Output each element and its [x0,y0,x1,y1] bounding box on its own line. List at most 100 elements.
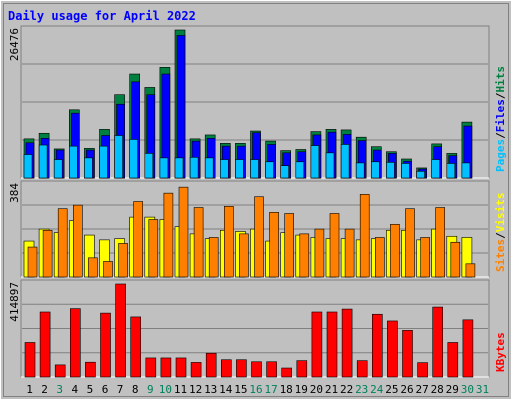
bar-kbytes-day-9 [145,357,157,378]
day-label-16: 16 [249,383,262,396]
bar-sites-day-27 [420,237,430,278]
legend-top-text: Pages/Files/Hits [494,66,507,172]
day-label-30: 30 [461,383,474,396]
bar-kbytes-day-15 [236,359,247,378]
day-label-2: 2 [41,383,48,396]
bar-sites-day-16 [254,196,264,278]
day-label-28: 28 [431,383,444,396]
bar-pages-day-6 [99,145,108,179]
bar-sites-day-17 [269,212,279,278]
bar-pages-day-4 [69,145,78,179]
bar-sites-day-23 [359,194,370,278]
day-label-24: 24 [370,383,384,396]
bar-kbytes-day-14 [221,359,232,378]
day-label-13: 13 [204,383,217,396]
bar-pages-day-2 [38,144,48,179]
bar-pages-day-19 [295,161,305,179]
bar-sites-day-18 [284,213,295,278]
bar-pages-day-14 [220,159,229,179]
bar-pages-day-5 [84,157,93,179]
bar-pages-day-25 [386,162,395,179]
legend-part: / [494,232,507,239]
bar-pages-day-13 [204,157,214,179]
day-label-21: 21 [325,383,338,396]
bar-kbytes-day-12 [190,362,202,378]
bar-sites-day-26 [405,208,415,278]
day-label-12: 12 [189,383,202,396]
bar-pages-day-27 [416,170,425,179]
bar-kbytes-day-1 [24,342,36,378]
bar-sites-day-15 [239,233,249,278]
bar-kbytes-day-8 [130,316,141,378]
hits-files-pages-panel [20,25,490,179]
day-label-29: 29 [446,383,459,396]
bar-kbytes-day-28 [432,306,444,378]
bar-kbytes-day-25 [387,320,398,378]
bar-kbytes-day-22 [341,308,353,378]
day-label-3: 3 [56,383,63,396]
day-label-14: 14 [219,383,233,396]
bar-kbytes-day-19 [296,360,308,378]
bar-pages-day-29 [446,163,456,179]
day-label-15: 15 [234,383,247,396]
visits-sites-panel [20,180,490,278]
bar-sites-day-29 [450,241,461,278]
bar-sites-day-3 [57,208,68,278]
bar-kbytes-day-30 [462,319,474,378]
legend-part: Visits [494,193,507,233]
day-label-31: 31 [476,383,489,396]
bar-pages-day-10 [159,157,169,179]
chart-title: Daily usage for April 2022 [8,9,196,23]
bar-pages-day-3 [53,159,63,179]
legend-part: Pages [494,139,507,172]
bar-kbytes-day-5 [85,361,96,378]
bar-sites-day-1 [27,246,38,278]
day-label-5: 5 [87,383,94,396]
bar-sites-day-8 [133,201,143,278]
bar-pages-day-26 [401,163,410,179]
bar-kbytes-day-7 [115,283,126,378]
day-label-9: 9 [147,383,154,396]
bar-kbytes-day-18 [281,367,293,378]
day-label-18: 18 [280,383,293,396]
bar-pages-day-1 [23,154,33,179]
bar-pages-day-23 [355,162,365,179]
bar-sites-day-7 [118,243,128,278]
legend-mid-text: Sites/Visits [494,193,507,273]
bar-pages-day-28 [431,159,441,179]
day-label-19: 19 [295,383,308,396]
legend-pages-files-hits: Pages/Files/Hits [494,66,507,172]
bar-kbytes-day-6 [100,312,111,378]
legend-part: KBytes [494,332,507,372]
bar-sites-day-13 [208,237,219,278]
bar-kbytes-day-23 [356,360,368,378]
day-label-11: 11 [174,383,187,396]
bar-kbytes-day-29 [447,342,459,378]
bar-sites-day-14 [224,206,234,278]
bar-sites-day-12 [193,207,204,278]
bar-pages-day-17 [265,161,274,179]
bar-pages-day-8 [129,139,138,179]
bar-pages-day-20 [310,145,320,179]
legend-bot-text: KBytes [494,332,507,372]
bar-pages-day-12 [189,157,199,179]
bar-sites-day-11 [178,186,189,278]
day-label-26: 26 [400,383,413,396]
day-label-22: 22 [340,383,353,396]
bar-kbytes-day-26 [402,330,413,378]
bar-pages-day-21 [325,152,335,179]
bar-sites-day-24 [374,237,385,278]
bar-kbytes-day-21 [326,311,338,378]
x-axis-day-labels: 1 2 3 4 5 6 7 8 9 10 11 12 13 14 15 16 17 18 19 20 21 22 23 24 2… [26,383,489,396]
bar-pages-day-7 [114,135,123,179]
bar-kbytes-day-20 [311,311,323,378]
legend-sites-visits: Sites/Visits [494,193,507,273]
bar-sites-day-30 [465,263,476,278]
legend-part: Sites [494,239,507,272]
bar-kbytes-day-3 [54,364,66,378]
bar-kbytes-day-4 [70,308,81,378]
bar-kbytes-day-10 [160,357,172,378]
bar-pages-day-16 [250,159,259,179]
bar-pages-day-22 [340,144,350,179]
